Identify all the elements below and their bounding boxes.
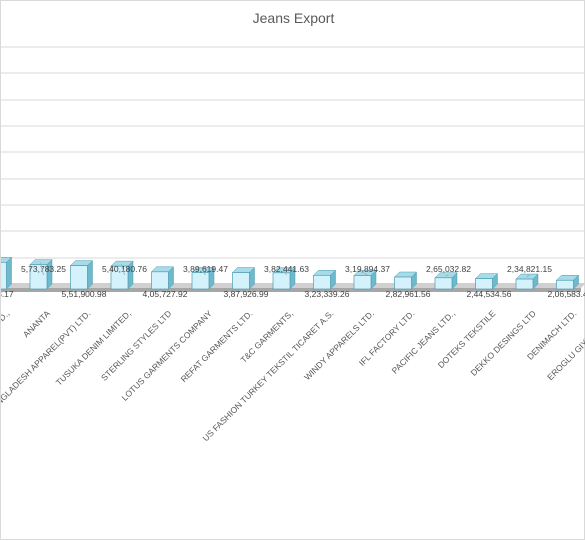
bar: [475, 278, 493, 290]
floor-front: [1, 288, 581, 292]
bar: [151, 271, 169, 290]
category-label: WINDY APPARELS LTD.: [302, 308, 376, 382]
category-label: LES (BD) LTD.,: [1, 308, 11, 356]
bar: [353, 275, 372, 290]
category-label: ENPARK BANGLADESH APPAREL(PVT) LTD.: [1, 308, 92, 441]
leader-line: [445, 274, 449, 277]
data-label: 53.17: [1, 289, 14, 299]
chart-title: Jeans Export: [252, 10, 335, 26]
data-label: 5,73,783.25: [21, 264, 66, 274]
bar: [515, 278, 534, 290]
data-label: 5,40,180.76: [102, 264, 147, 274]
category-label: ANANTA: [21, 308, 52, 339]
leader-line: [364, 273, 368, 276]
bar-side: [6, 256, 12, 290]
data-label: 2,34,821.15: [507, 264, 552, 274]
data-label: 3,82,441.63: [264, 264, 309, 274]
bar: [1, 261, 7, 290]
bar: [394, 276, 412, 290]
category-label: TUSUKA DENIM LIMITED,: [54, 308, 133, 387]
data-label: 2,82,961.56: [386, 289, 431, 299]
bar: [556, 279, 574, 290]
bar: [191, 272, 210, 290]
bar: [434, 277, 453, 290]
bar: [232, 272, 250, 290]
data-label: 2,44,534.56: [467, 289, 512, 299]
leader-line: [121, 264, 125, 276]
bar: [272, 272, 291, 290]
leader-line: [526, 274, 530, 278]
data-label: 4,05,727.92: [143, 289, 188, 299]
data-label: 2,06,583.44: [548, 289, 585, 299]
leader-line: [283, 270, 287, 276]
data-label: 5,51,900.98: [62, 289, 107, 299]
bar: [70, 265, 88, 290]
data-label: 3,89,619.47: [183, 264, 228, 274]
leader-line: [202, 270, 206, 276]
bar: [313, 274, 331, 290]
data-label: 3,87,926.99: [224, 289, 269, 299]
leader-line: [40, 262, 44, 276]
category-label: STERLING STYLES LTD: [99, 308, 173, 382]
data-label: 3,23,339.26: [305, 289, 350, 299]
data-label: 3,19,894.37: [345, 264, 390, 274]
data-label: 2,65,032.82: [426, 264, 471, 274]
category-label: REFAT GARMENTS LTD.: [179, 308, 255, 384]
bar-top: [1, 257, 13, 263]
